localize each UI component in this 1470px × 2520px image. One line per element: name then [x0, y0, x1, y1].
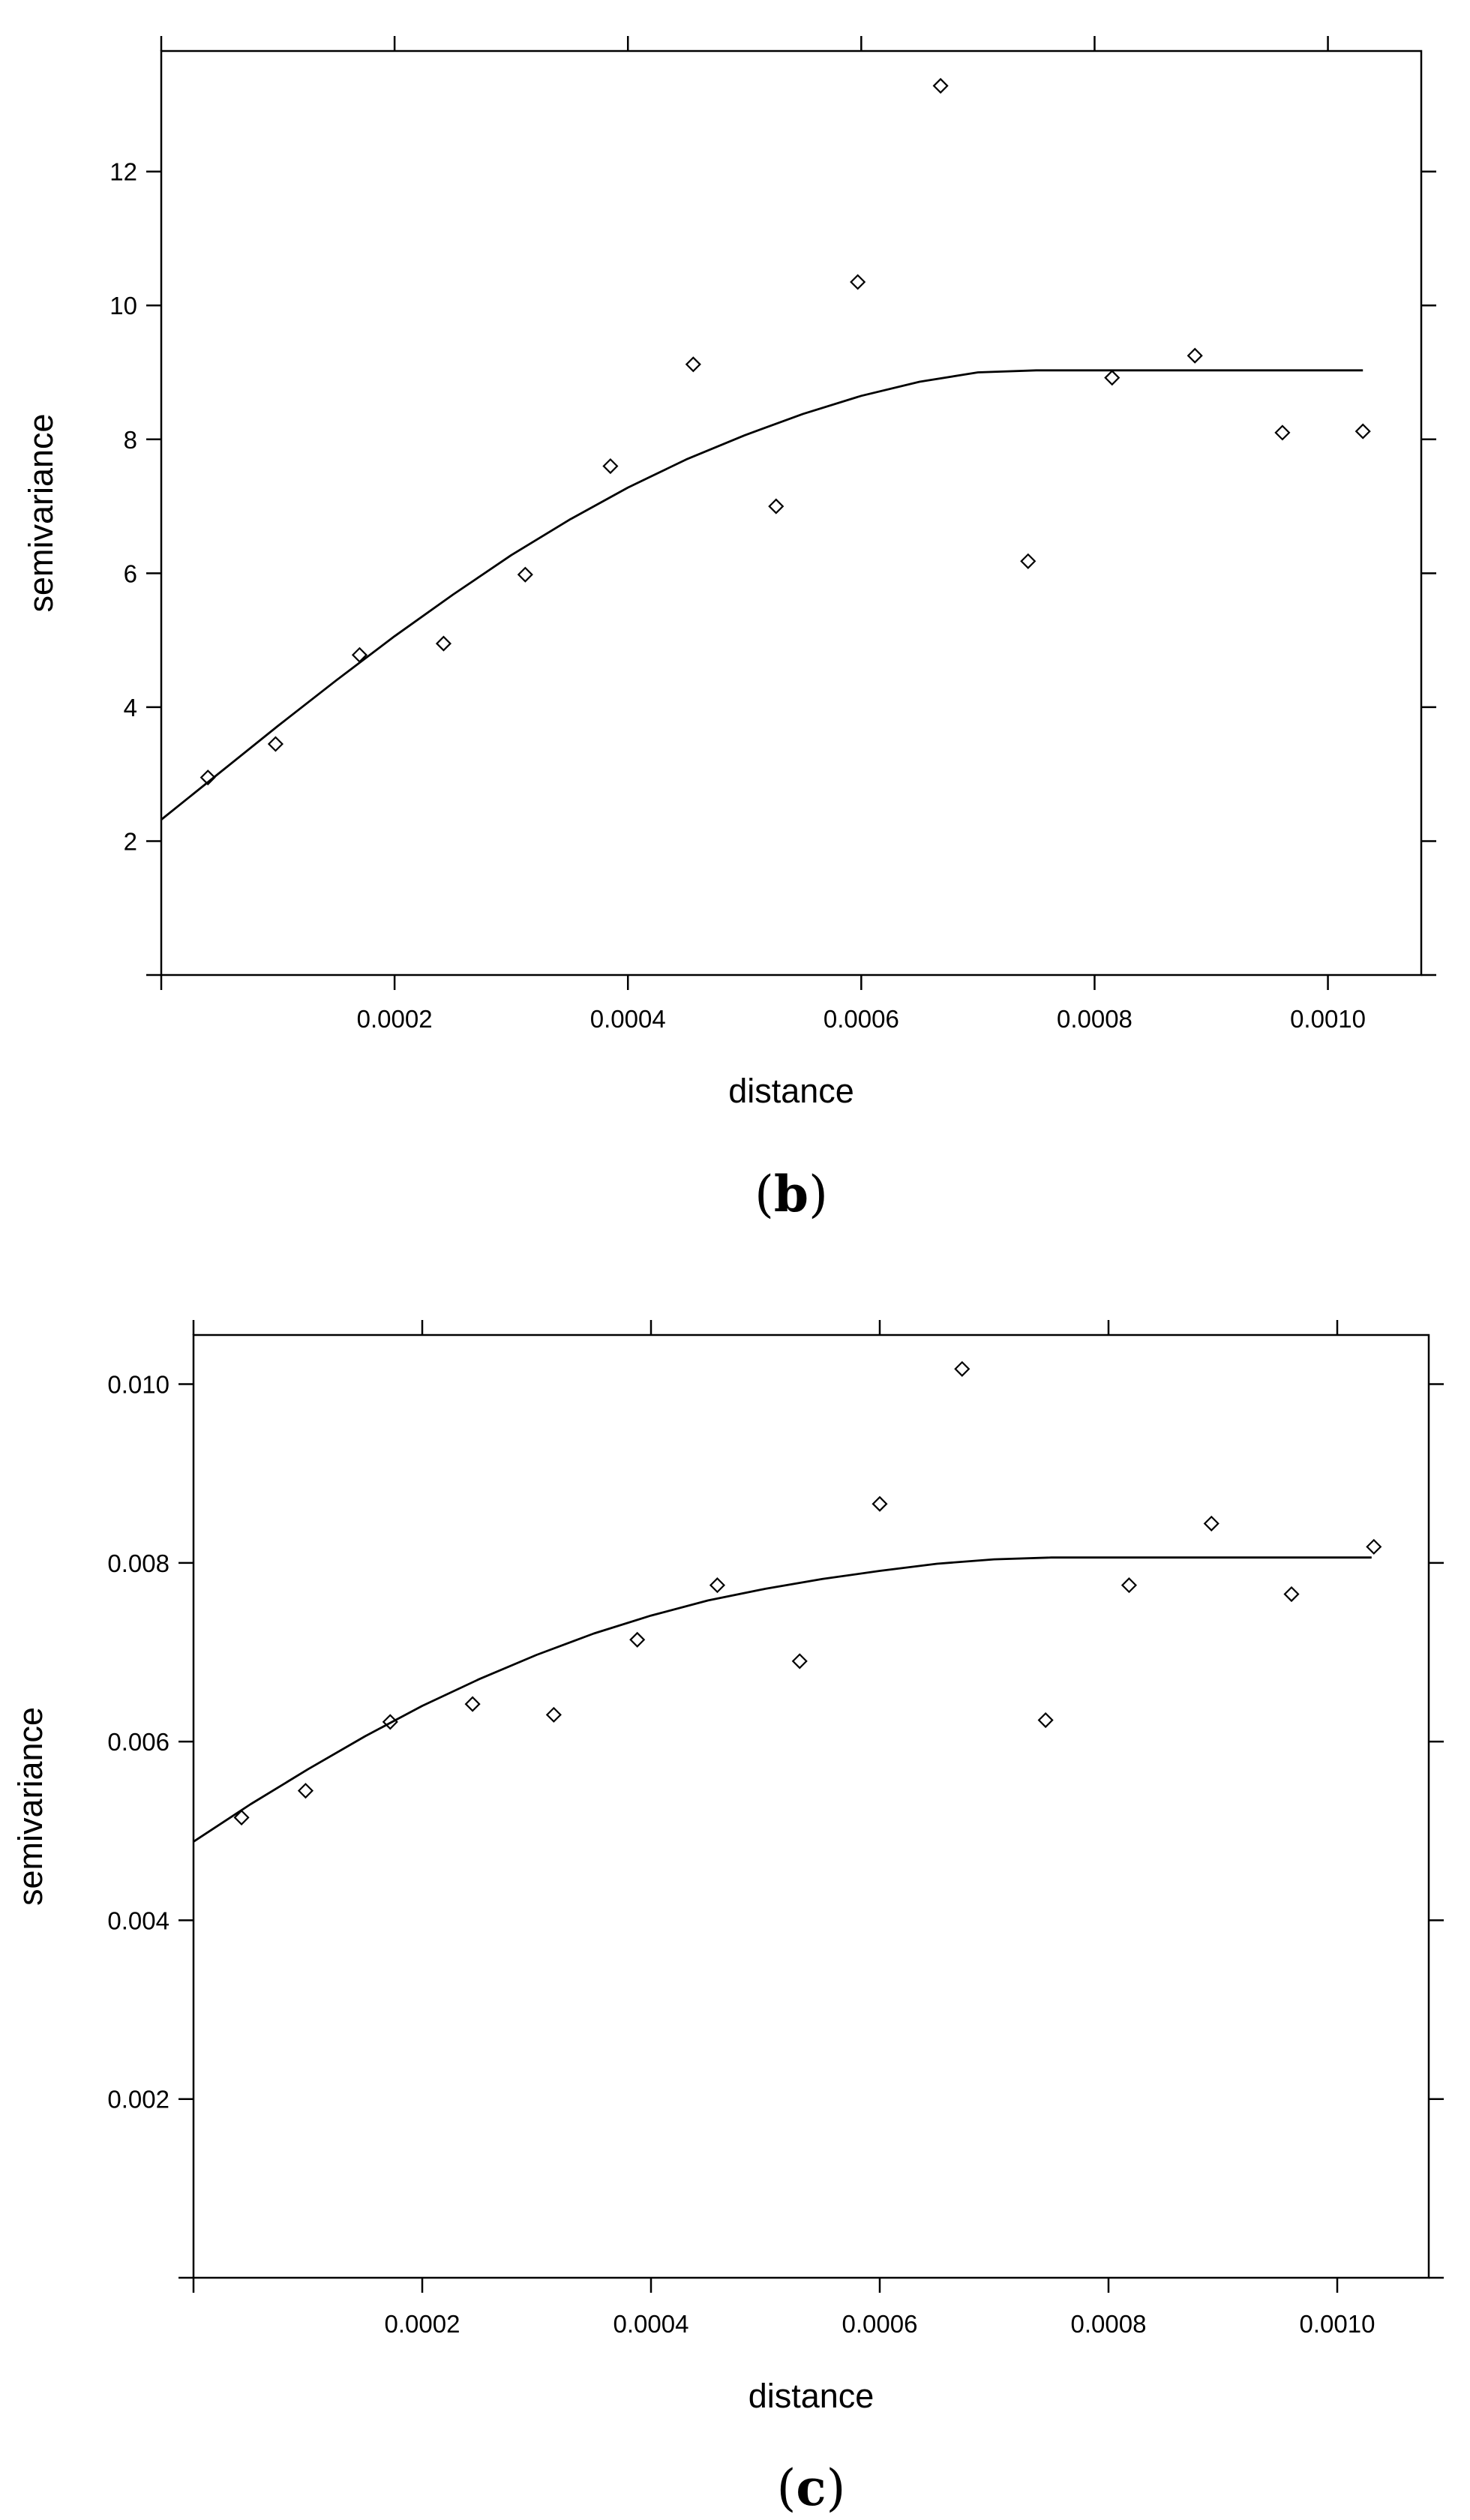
panel-label: c	[796, 2458, 826, 2517]
panel-caption: (c)	[777, 2458, 846, 2517]
x-tick-label: 0.0004	[590, 1005, 666, 1033]
x-tick-label: 0.0010	[1290, 1005, 1366, 1033]
x-tick-label: 0.0008	[1071, 2310, 1147, 2338]
data-point	[629, 1631, 646, 1648]
x-axis-title: distance	[728, 1072, 854, 1110]
x-tick-label: 0.0002	[357, 1005, 433, 1033]
data-point	[435, 635, 452, 652]
y-tick-label: 0.004	[107, 1906, 170, 1934]
data-point	[1366, 1538, 1382, 1555]
data-point	[1274, 424, 1291, 441]
data-point	[872, 1496, 888, 1512]
data-point	[233, 1809, 250, 1826]
y-tick-label: 0.006	[107, 1728, 170, 1756]
data-point	[954, 1360, 970, 1377]
data-point	[464, 1696, 481, 1712]
y-tick-label: 10	[110, 292, 137, 320]
data-point	[545, 1706, 562, 1723]
data-point	[297, 1783, 314, 1799]
data-point	[850, 274, 866, 290]
y-tick-label: 0.002	[107, 2086, 170, 2114]
data-point	[932, 77, 949, 94]
panel-caption: (b)	[754, 1165, 828, 1223]
y-tick-label: 8	[124, 426, 137, 454]
y-tick-label: 0.010	[107, 1371, 170, 1399]
data-point	[200, 770, 216, 786]
x-tick-label: 0.0008	[1057, 1005, 1132, 1033]
panel-b: 0.0002 0.0004 0.0006 0.0008 0.0010 2 4 6 8 10 12 di…	[22, 36, 1436, 1223]
x-tick-label: 0.0010	[1300, 2310, 1376, 2338]
data-point	[1104, 370, 1120, 386]
data-point	[768, 498, 784, 514]
fitted-model-line	[160, 369, 1364, 820]
data-point	[1186, 347, 1203, 364]
data-point	[709, 1577, 726, 1594]
data-point	[517, 566, 533, 583]
data-point	[602, 458, 619, 475]
plot-frame	[160, 50, 1423, 976]
data-point	[1283, 1586, 1300, 1603]
x-tick-label: 0.0006	[842, 2310, 918, 2338]
data-point	[267, 736, 284, 752]
data-point	[685, 356, 701, 373]
y-tick-label: 2	[124, 827, 137, 855]
fitted-model-line	[193, 1556, 1372, 1843]
y-axis-title: semivariance	[22, 413, 60, 612]
x-tick-label: 0.0004	[614, 2310, 689, 2338]
x-axis-title: distance	[748, 2377, 874, 2415]
y-tick-label: 12	[110, 158, 137, 186]
data-point	[1203, 1515, 1220, 1532]
x-tick-label: 0.0006	[824, 1005, 899, 1033]
x-tick-label: 0.0002	[385, 2310, 460, 2338]
data-point	[1354, 423, 1371, 440]
panel-label: b	[774, 1165, 808, 1223]
y-tick-label: 6	[124, 560, 137, 587]
data-point	[1037, 1712, 1054, 1729]
panel-c: 0.0002 0.0004 0.0006 0.0008 0.0010 0.002 0.004…	[11, 1320, 1444, 2517]
y-tick-label: 4	[124, 694, 137, 722]
plot-frame	[192, 1334, 1430, 2279]
data-point	[1120, 1577, 1138, 1594]
y-tick-label: 0.008	[107, 1550, 170, 1577]
y-axis-title: semivariance	[11, 1707, 50, 1906]
data-point	[791, 1653, 808, 1670]
data-point	[1020, 553, 1036, 569]
